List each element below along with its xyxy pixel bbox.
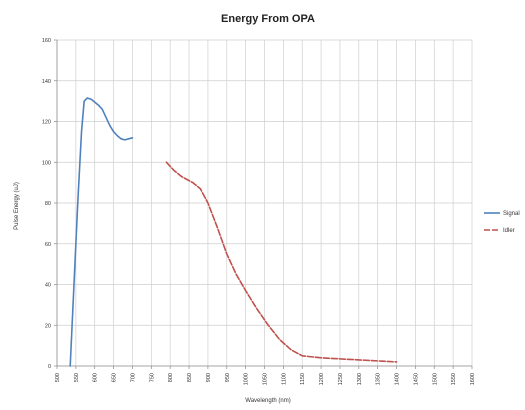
x-tick-label-11: 1050 <box>263 373 269 385</box>
y-tick-label-5: 100 <box>42 160 51 166</box>
x-tick-label-7: 850 <box>187 373 193 382</box>
x-tick-label-22: 1600 <box>470 373 476 385</box>
x-tick-label-1: 550 <box>74 373 80 382</box>
x-tick-label-8: 900 <box>206 373 212 382</box>
series-line-idler <box>165 161 398 363</box>
x-tick-label-15: 1250 <box>338 373 344 385</box>
y-tick-label-8: 160 <box>42 38 51 44</box>
x-tick-label-21: 1550 <box>451 373 457 385</box>
x-tick-label-19: 1450 <box>413 373 419 385</box>
y-tick-label-7: 140 <box>42 79 51 85</box>
x-tick-label-17: 1350 <box>376 373 382 385</box>
x-axis-title: Wavelength (nm) <box>245 398 290 404</box>
tick-labels: 0 20 40 60 80 100 120 140 160 500 550 600 650 700 750 8… <box>42 38 476 385</box>
y-tick-label-6: 120 <box>42 120 51 126</box>
axes <box>54 39 473 369</box>
grid-lines <box>57 39 473 366</box>
y-tick-label-4: 80 <box>45 201 51 207</box>
legend-label-idler: Idler <box>503 228 515 234</box>
x-tick-label-6: 800 <box>168 373 174 382</box>
y-axis-title: Pulse Energy (uJ) <box>14 182 20 230</box>
x-tick-label-13: 1150 <box>300 373 306 385</box>
y-tick-label-0: 0 <box>48 364 51 370</box>
x-tick-label-3: 650 <box>112 373 118 382</box>
x-tick-label-20: 1500 <box>432 373 438 385</box>
x-tick-label-14: 1200 <box>319 373 325 385</box>
y-tick-label-2: 40 <box>45 283 51 289</box>
x-tick-label-2: 600 <box>93 373 99 382</box>
x-tick-label-0: 500 <box>55 373 61 382</box>
x-tick-label-12: 1100 <box>281 373 287 385</box>
x-tick-label-16: 1300 <box>357 373 363 385</box>
x-tick-label-10: 1000 <box>244 373 250 385</box>
y-tick-label-1: 20 <box>45 323 51 329</box>
chart-title: Energy From OPA <box>221 13 315 25</box>
x-tick-label-4: 700 <box>130 373 136 382</box>
y-tick-label-3: 60 <box>45 242 51 248</box>
x-tick-label-9: 950 <box>225 373 231 382</box>
series-lines <box>69 97 398 367</box>
legend: Signal Idler <box>484 211 520 234</box>
x-tick-label-18: 1400 <box>395 373 401 385</box>
legend-label-signal: Signal <box>503 211 520 217</box>
x-tick-label-5: 750 <box>149 373 155 382</box>
series-line-signal <box>69 97 134 367</box>
